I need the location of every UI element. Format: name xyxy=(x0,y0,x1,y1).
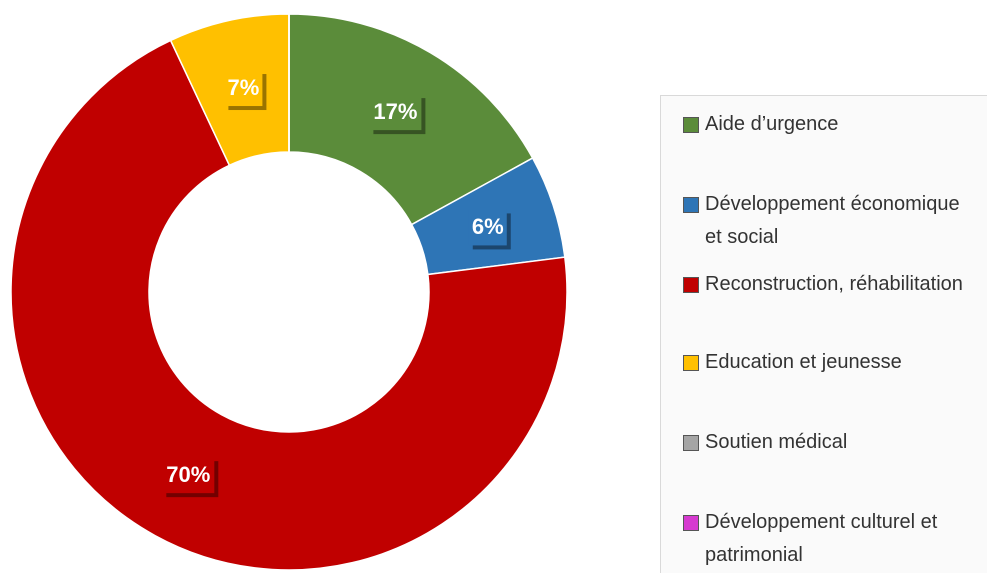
legend-entry: Développement économique et social xyxy=(683,188,968,254)
value-label: 6% xyxy=(472,214,504,239)
label-box xyxy=(468,209,507,246)
slice xyxy=(10,39,568,571)
legend-entry: Soutien médical xyxy=(683,426,968,459)
legend-entry: Aide d’urgence xyxy=(683,108,968,141)
value-label: 7% xyxy=(228,75,260,100)
legend-entry: Développement culturel et patrimonial xyxy=(683,506,968,572)
legend-label: Reconstruction, réhabilitation xyxy=(705,273,963,295)
label-box xyxy=(224,70,263,107)
value-label: 70% xyxy=(166,462,210,487)
legend-swatch xyxy=(683,435,699,451)
legend-swatch xyxy=(683,197,699,213)
legend-entry: Education et jeunesse xyxy=(683,346,968,379)
legend-label: Développement culturel et patrimonial xyxy=(705,511,938,566)
label-box xyxy=(369,94,422,131)
legend-label: Développement économique et social xyxy=(705,193,960,248)
legend-label: Aide d’urgence xyxy=(705,113,839,135)
legend-swatch xyxy=(683,117,699,133)
value-label: 17% xyxy=(373,99,417,124)
legend: Aide d’urgence Développement économique e… xyxy=(660,95,987,573)
legend-label: Education et jeunesse xyxy=(705,351,902,373)
legend-swatch xyxy=(683,277,699,293)
legend-swatch xyxy=(683,515,699,531)
label-box xyxy=(162,457,215,494)
legend-entry: Reconstruction, réhabilitation xyxy=(683,268,968,301)
legend-swatch xyxy=(683,355,699,371)
legend-label: Soutien médical xyxy=(705,431,848,453)
